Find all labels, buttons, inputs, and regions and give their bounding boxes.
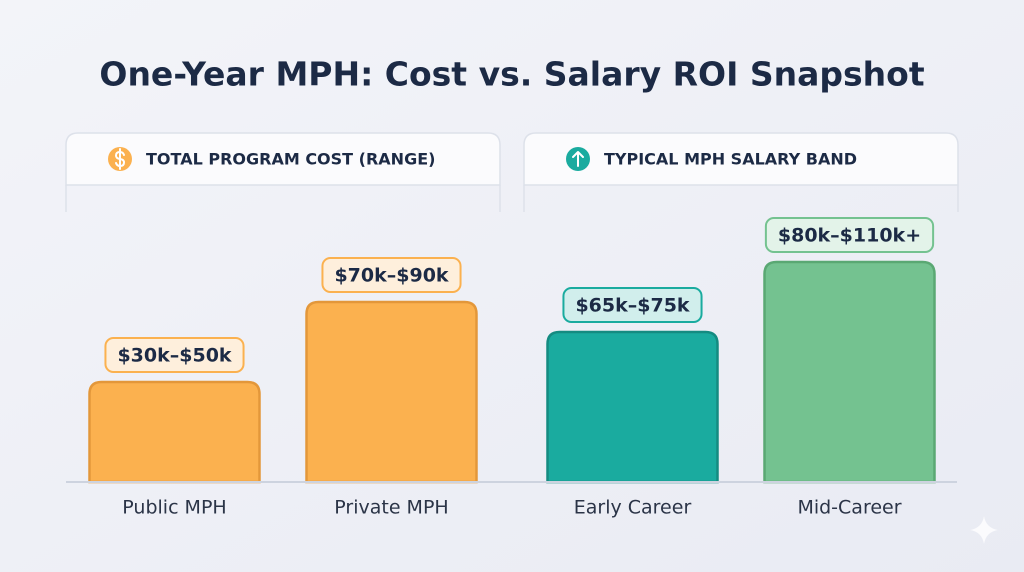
value-label-text: $30k–$50k — [117, 345, 231, 367]
value-label-bg — [105, 338, 244, 372]
page-title: One-Year MPH: Cost vs. Salary ROI Snapsh… — [99, 55, 924, 94]
value-label-box — [764, 217, 935, 253]
sparkle-icon — [970, 516, 998, 544]
value-label-bg — [563, 288, 702, 322]
panel-title: TYPICAL MPH SALARY BAND — [604, 150, 857, 169]
value-label-text: $80k–$110k+ — [778, 225, 921, 247]
x-tick-label: Public MPH — [122, 497, 226, 519]
bar — [546, 330, 719, 484]
value-label-box — [104, 337, 245, 373]
value-label: $70k–$90k — [321, 257, 462, 293]
x-tick-label: Mid-Career — [797, 497, 901, 519]
dollar-icon — [114, 148, 126, 170]
panel-title: TOTAL PROGRAM COST (RANGE) — [146, 150, 435, 169]
bar — [305, 300, 478, 484]
value-label-text: $70k–$90k — [334, 265, 448, 287]
value-label-bg — [765, 218, 934, 252]
arrow-icon — [572, 151, 584, 167]
panel-header — [65, 132, 501, 186]
value-label: $30k–$50k — [104, 337, 245, 373]
value-label-box — [321, 257, 462, 293]
panel-header — [523, 132, 959, 186]
panel-side — [65, 185, 501, 212]
value-label: $80k–$110k+ — [764, 217, 935, 253]
bar — [763, 260, 936, 484]
x-tick-label: Private MPH — [334, 497, 448, 519]
value-label-bg — [322, 258, 461, 292]
value-label-text: $65k–$75k — [575, 295, 689, 317]
value-label-box — [562, 287, 703, 323]
bar — [88, 380, 261, 484]
value-label: $65k–$75k — [562, 287, 703, 323]
x-tick-label: Early Career — [574, 497, 692, 519]
panel-side — [523, 185, 959, 212]
